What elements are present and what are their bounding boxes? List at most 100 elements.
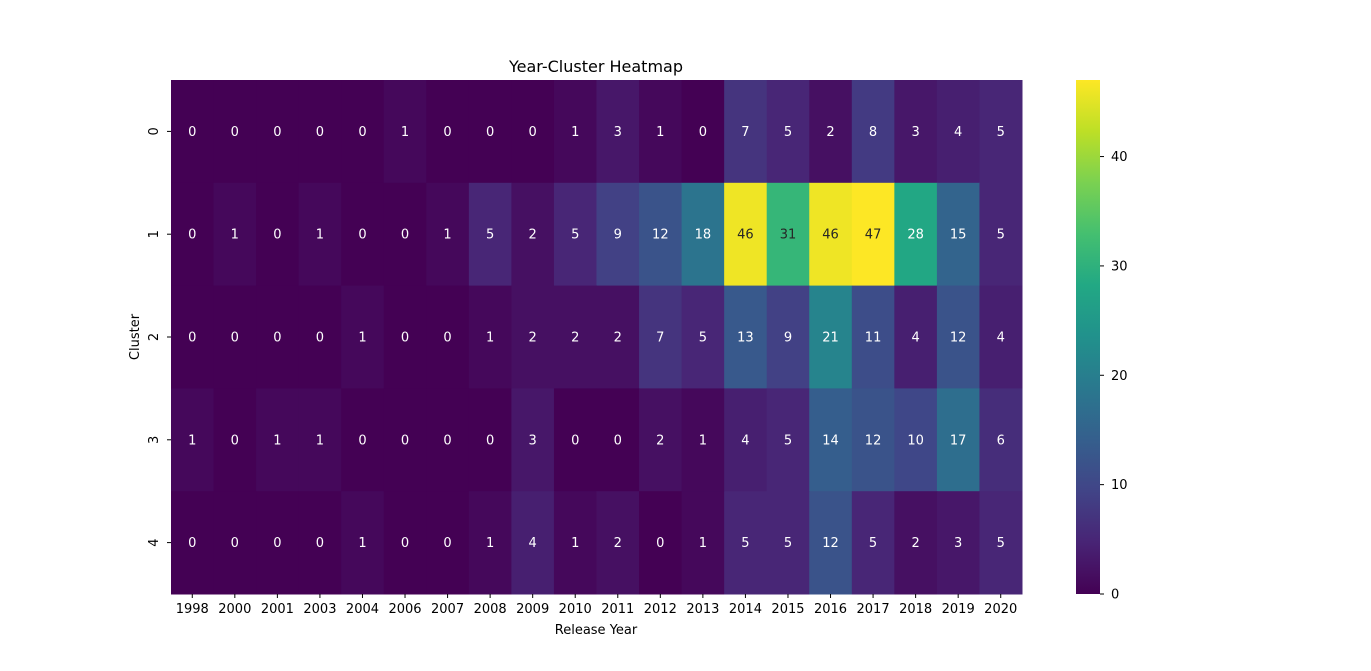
cell-value-label: 4 [529,536,537,551]
cell-value-label: 0 [231,125,239,140]
heatmap-cell [213,285,257,389]
cell-value-label: 5 [997,125,1005,140]
heatmap-cell [724,388,768,492]
heatmap-cell [979,388,1023,492]
x-tick-label: 2015 [771,602,804,617]
cell-value-label: 0 [188,228,196,243]
cell-value-label: 2 [529,331,537,346]
x-axis-label: Release Year [555,623,638,638]
cell-value-label: 12 [822,536,839,551]
x-tick-label: 2000 [218,602,251,617]
heatmap-cell [553,182,597,287]
cell-value-label: 31 [780,228,797,243]
cell-value-label: 0 [188,125,196,140]
heatmap-cell [341,182,385,287]
heatmap-cell [171,182,215,287]
cell-value-label: 17 [950,433,967,448]
heatmap-cell [809,491,853,595]
cell-value-label: 0 [401,536,409,551]
heatmap-cell [213,388,257,492]
cell-value-label: 2 [826,125,834,140]
heatmap-cell [851,491,895,595]
heatmap-cell [511,388,555,492]
heatmap-cell [468,80,512,184]
cell-value-label: 5 [699,331,707,346]
heatmap-cell [979,80,1023,184]
heatmap-cell [809,285,853,389]
cell-value-label: 5 [869,536,877,551]
heatmap-cell [936,388,980,492]
cell-value-label: 5 [741,536,749,551]
cell-value-label: 1 [486,331,494,346]
heatmap-cell [851,388,895,492]
cell-value-label: 0 [358,433,366,448]
heatmap-cell [681,182,725,287]
heatmap-cell [341,388,385,492]
cell-value-label: 1 [273,433,281,448]
heatmap-cell [383,182,427,287]
cell-value-label: 5 [571,228,579,243]
cell-value-label: 1 [316,228,324,243]
heatmap-cell [468,388,512,492]
cell-value-label: 0 [486,433,494,448]
x-tick-label: 2008 [474,602,507,617]
y-tick-label: 2 [147,333,162,341]
cell-value-label: 1 [571,536,579,551]
heatmap-cell [596,182,640,287]
cell-value-label: 1 [656,125,664,140]
cell-value-label: 4 [997,331,1005,346]
cell-value-label: 5 [784,125,792,140]
heatmap-cell [426,285,470,389]
heatmap-cell [341,491,385,595]
cell-value-label: 1 [699,536,707,551]
heatmap-cell [851,80,895,184]
heatmap-cell [936,285,980,389]
cell-value-label: 3 [954,536,962,551]
cell-value-label: 0 [358,228,366,243]
y-axis-label: Cluster [128,313,143,360]
cell-value-label: 15 [950,228,967,243]
cell-value-label: 1 [358,536,366,551]
cell-value-label: 0 [529,125,537,140]
cell-value-label: 0 [443,125,451,140]
heatmap-cell [639,80,683,184]
heatmap-cell [383,80,427,184]
colorbar-tick-label: 30 [1111,259,1128,274]
chart-title: Year-Cluster Heatmap [508,57,683,76]
y-axis-ticks: 0 1 2 3 4 [147,127,171,547]
cell-value-label: 0 [401,228,409,243]
heatmap-cell [851,182,895,287]
cell-value-label: 2 [911,536,919,551]
cell-value-label: 0 [188,331,196,346]
heatmap-cell [468,285,512,389]
cell-value-label: 2 [614,536,622,551]
cell-value-label: 11 [865,331,882,346]
cell-value-label: 1 [571,125,579,140]
heatmap-cell [171,388,215,492]
cell-value-label: 21 [822,331,839,346]
cell-value-label: 0 [656,536,664,551]
heatmap-cell [681,491,725,595]
cell-value-label: 1 [699,433,707,448]
cell-value-label: 0 [273,125,281,140]
cell-value-label: 0 [231,433,239,448]
x-tick-label: 2006 [388,602,421,617]
heatmap-cell [298,285,342,389]
heatmap-cell [511,182,555,287]
x-tick-label: 2016 [814,602,847,617]
heatmap-cell [809,182,853,287]
y-tick-label: 1 [147,230,162,238]
cell-value-label: 1 [358,331,366,346]
cell-value-label: 1 [486,536,494,551]
cell-value-label: 5 [486,228,494,243]
cell-value-label: 7 [741,125,749,140]
cell-value-label: 9 [784,331,792,346]
cell-value-label: 5 [784,433,792,448]
x-tick-label: 2009 [516,602,549,617]
x-tick-label: 2020 [984,602,1017,617]
heatmap-cell [468,182,512,287]
x-axis-ticks: 1998 2000 2001 2003 2004 2006 2007 2008 2009 2010… [176,594,1017,617]
x-tick-label: 2018 [899,602,932,617]
y-tick-label: 4 [147,538,162,546]
